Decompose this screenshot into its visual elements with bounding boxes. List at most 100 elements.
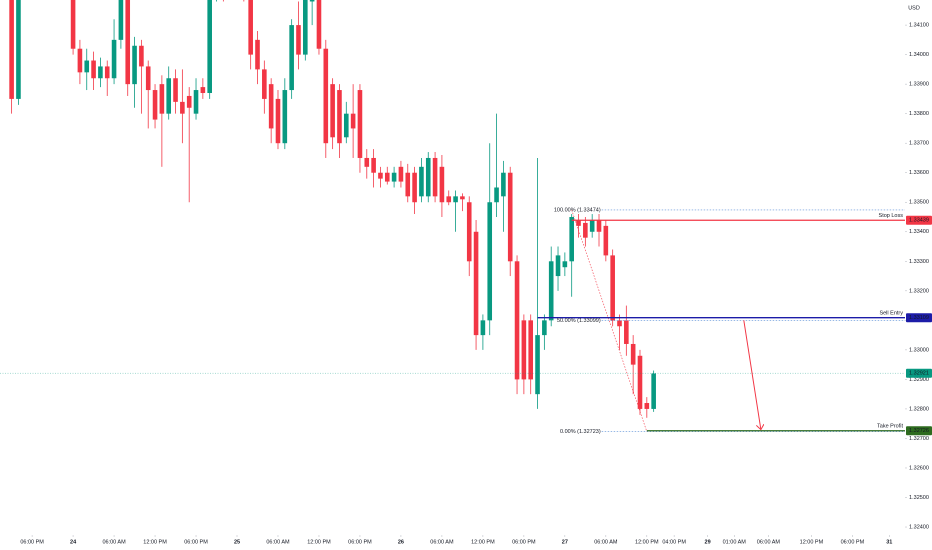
level-price-box [906, 426, 932, 436]
x-tick-label: 31 [886, 539, 892, 545]
fib-label: 0.00% (1.32723) [560, 429, 601, 435]
x-tick-label: 26 [398, 539, 404, 545]
candle-body [180, 101, 185, 114]
candle-body [9, 0, 14, 99]
x-tick-label: 06:00 AM [594, 539, 618, 545]
x-tick-label: 06:00 AM [430, 539, 454, 545]
x-tick-label: 29 [705, 539, 711, 545]
candle-body [350, 113, 356, 129]
y-tick-label: 1.33600 [909, 170, 929, 176]
candle-body [84, 60, 90, 73]
candle-body [610, 255, 615, 321]
y-tick-label: 1.33500 [909, 200, 929, 206]
candle-body [268, 84, 274, 129]
x-tick-label: 04:00 PM [662, 539, 686, 545]
candle-body [152, 90, 158, 120]
candle-body [501, 172, 506, 197]
candle-body [193, 90, 199, 114]
candle-body [391, 172, 397, 182]
candle-body [528, 320, 534, 380]
candle-body [166, 78, 172, 114]
current-price-box [906, 368, 932, 378]
x-tick-label: 12:00 PM [635, 539, 659, 545]
candle-body [343, 113, 349, 138]
candle-body [303, 0, 308, 55]
candle-body [576, 219, 581, 226]
candle-body [323, 48, 329, 144]
y-tick-label: 1.32700 [909, 436, 929, 442]
candle-body [398, 166, 404, 182]
x-tick-label: 06:00 PM [184, 539, 208, 545]
y-tick-label: 1.34100 [909, 23, 929, 29]
candle-body [460, 196, 465, 200]
level-name: Take Profit [877, 424, 903, 430]
current-price-label: 1.32921 [909, 371, 929, 377]
x-tick-label: 06:00 PM [348, 539, 372, 545]
candle-body [548, 261, 554, 321]
y-tick-label: 1.33200 [909, 288, 929, 294]
y-tick-label: 1.32800 [909, 406, 929, 412]
candle-body [98, 66, 103, 79]
candle-body [630, 343, 636, 365]
candle-body [16, 0, 21, 99]
candle-body [145, 66, 151, 91]
candle-body [255, 39, 260, 70]
candle-body [371, 157, 376, 173]
candle-body [425, 157, 431, 197]
plot-area [0, 0, 905, 432]
level-name: Sell Entry [879, 311, 903, 317]
candle-body [555, 255, 561, 277]
level-price-label: 1.32726 [909, 428, 929, 434]
fib-trend [571, 209, 648, 432]
candle-body [296, 25, 301, 55]
candle-body [384, 172, 390, 182]
candle-body [583, 222, 588, 238]
candle-body [282, 90, 288, 144]
candle-body [542, 320, 547, 336]
candle-body [337, 90, 342, 144]
candle-body [569, 217, 574, 262]
candle-body [644, 403, 650, 409]
candle-body [466, 202, 472, 262]
x-tick-label: 12:00 PM [471, 539, 495, 545]
candle-body [494, 187, 499, 203]
candle-body [624, 320, 629, 344]
candle-body [132, 45, 137, 85]
x-tick-label: 01:00 AM [723, 539, 747, 545]
level-price-box [906, 313, 932, 323]
candle-body [289, 25, 294, 91]
x-tick-label: 06:00 PM [841, 539, 865, 545]
y-tick-label: 1.33700 [909, 141, 929, 147]
fib-label: 50.00% (1.33099) [557, 318, 601, 324]
candle-body [514, 261, 520, 380]
candle-body [309, 0, 315, 2]
candle-body [487, 202, 493, 321]
target-arrow [743, 320, 761, 429]
candle-body [405, 172, 411, 197]
y-tick-label: 1.32400 [909, 524, 929, 530]
level-price-box [906, 215, 932, 225]
x-tick-label: 12:00 PM [800, 539, 824, 545]
y-tick-label: 1.32900 [909, 377, 929, 383]
candle-body [275, 98, 281, 144]
level-price-label: 1.33439 [909, 218, 929, 224]
candle-body [248, 0, 253, 55]
candle-body [507, 172, 513, 262]
candle-body [651, 373, 656, 409]
candle-body [173, 78, 178, 102]
candle-body [378, 172, 383, 179]
y-tick-label: 1.33900 [909, 82, 929, 88]
x-tick-label: 27 [562, 539, 568, 545]
candle-body [535, 335, 540, 395]
candle-body [617, 320, 622, 327]
y-tick-label: 1.33800 [909, 111, 929, 117]
candle-body [207, 0, 212, 94]
x-tick-label: 25 [234, 539, 240, 545]
currency-label: USD [908, 5, 920, 11]
x-tick-label: 12:00 PM [143, 539, 167, 545]
x-tick-label: 06:00 AM [266, 539, 290, 545]
candle-body [159, 84, 165, 114]
x-tick-label: 06:00 AM [102, 539, 126, 545]
